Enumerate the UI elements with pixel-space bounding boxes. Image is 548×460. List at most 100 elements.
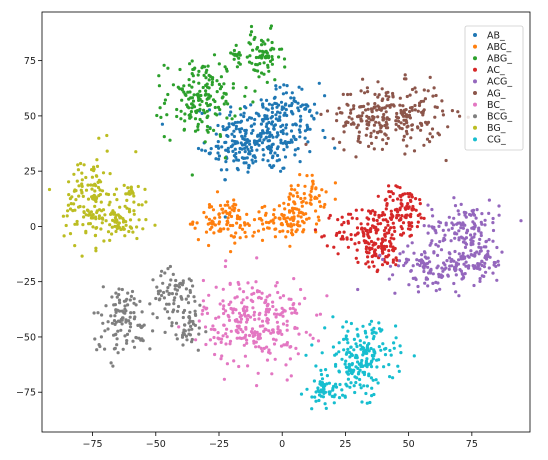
data-point: [115, 219, 119, 223]
data-point: [332, 395, 336, 399]
data-point: [402, 263, 406, 268]
data-point: [235, 214, 240, 218]
data-point: [113, 314, 117, 318]
data-point: [157, 74, 161, 78]
data-point: [372, 264, 376, 268]
data-point: [297, 109, 301, 113]
data-point: [249, 124, 253, 128]
data-point: [283, 207, 287, 211]
data-point: [389, 353, 393, 357]
data-point: [197, 69, 201, 73]
data-point: [407, 195, 411, 199]
data-point: [272, 221, 276, 225]
data-point: [183, 92, 187, 96]
data-point: [197, 326, 201, 330]
data-point: [275, 131, 280, 135]
data-point: [278, 85, 282, 89]
data-point: [345, 337, 349, 341]
data-point: [251, 100, 255, 104]
data-point: [399, 194, 403, 199]
data-point: [135, 236, 139, 241]
data-point: [138, 299, 142, 303]
data-point: [389, 226, 393, 230]
data-point: [125, 339, 129, 343]
data-point: [436, 281, 440, 285]
data-point: [423, 281, 427, 285]
series-bc: [177, 256, 329, 388]
data-point: [114, 332, 118, 336]
data-point: [333, 146, 337, 150]
data-point: [362, 347, 366, 351]
data-point: [230, 208, 234, 212]
data-point: [137, 218, 141, 222]
data-point: [229, 329, 233, 333]
data-point: [431, 226, 435, 230]
data-point: [337, 370, 341, 374]
data-point: [391, 376, 395, 380]
data-point: [358, 383, 362, 387]
data-point: [477, 252, 481, 256]
data-point: [289, 374, 293, 378]
data-point: [380, 263, 385, 267]
data-point: [148, 347, 152, 351]
data-point: [184, 287, 188, 291]
data-point: [233, 206, 237, 210]
data-point: [113, 346, 117, 350]
data-point: [393, 229, 397, 233]
data-point: [336, 218, 340, 222]
data-point: [167, 302, 171, 306]
data-point: [311, 336, 315, 340]
data-point: [198, 107, 202, 111]
data-point: [255, 139, 259, 143]
data-point: [80, 182, 84, 186]
data-point: [262, 227, 266, 231]
data-point: [449, 259, 453, 263]
data-point: [453, 231, 457, 235]
data-point: [262, 50, 266, 54]
data-point: [159, 115, 163, 119]
data-point: [90, 195, 94, 199]
data-point: [344, 365, 348, 369]
data-point: [383, 106, 387, 110]
data-point: [381, 257, 385, 262]
data-point: [245, 338, 249, 342]
data-point: [477, 242, 481, 246]
data-point: [245, 341, 249, 345]
data-point: [111, 218, 115, 222]
data-point: [259, 346, 263, 350]
data-point: [223, 156, 227, 160]
data-point: [356, 366, 360, 370]
data-point: [74, 189, 78, 193]
data-point: [376, 95, 380, 99]
data-point: [204, 92, 208, 96]
data-point: [223, 178, 227, 182]
data-point: [230, 144, 234, 148]
data-point: [317, 398, 321, 403]
data-point: [108, 238, 112, 242]
data-point: [258, 49, 262, 53]
data-point: [258, 62, 262, 66]
data-point: [316, 215, 320, 219]
data-point: [394, 184, 398, 188]
data-point: [331, 137, 335, 141]
data-point: [144, 218, 148, 222]
data-point: [311, 182, 315, 186]
data-point: [387, 184, 391, 188]
data-point: [249, 30, 254, 34]
data-point: [129, 226, 134, 230]
data-point: [260, 205, 264, 210]
data-point: [176, 85, 180, 89]
data-point: [93, 234, 97, 238]
data-point: [200, 312, 204, 316]
data-point: [337, 350, 341, 354]
data-point: [376, 194, 380, 198]
y-tick-label: −25: [16, 277, 36, 288]
data-point: [337, 341, 341, 345]
data-point: [320, 381, 324, 385]
data-point: [217, 337, 221, 341]
data-point: [247, 150, 251, 154]
data-point: [201, 278, 205, 283]
data-point: [268, 59, 273, 64]
data-point: [413, 86, 417, 90]
data-point: [90, 187, 94, 191]
